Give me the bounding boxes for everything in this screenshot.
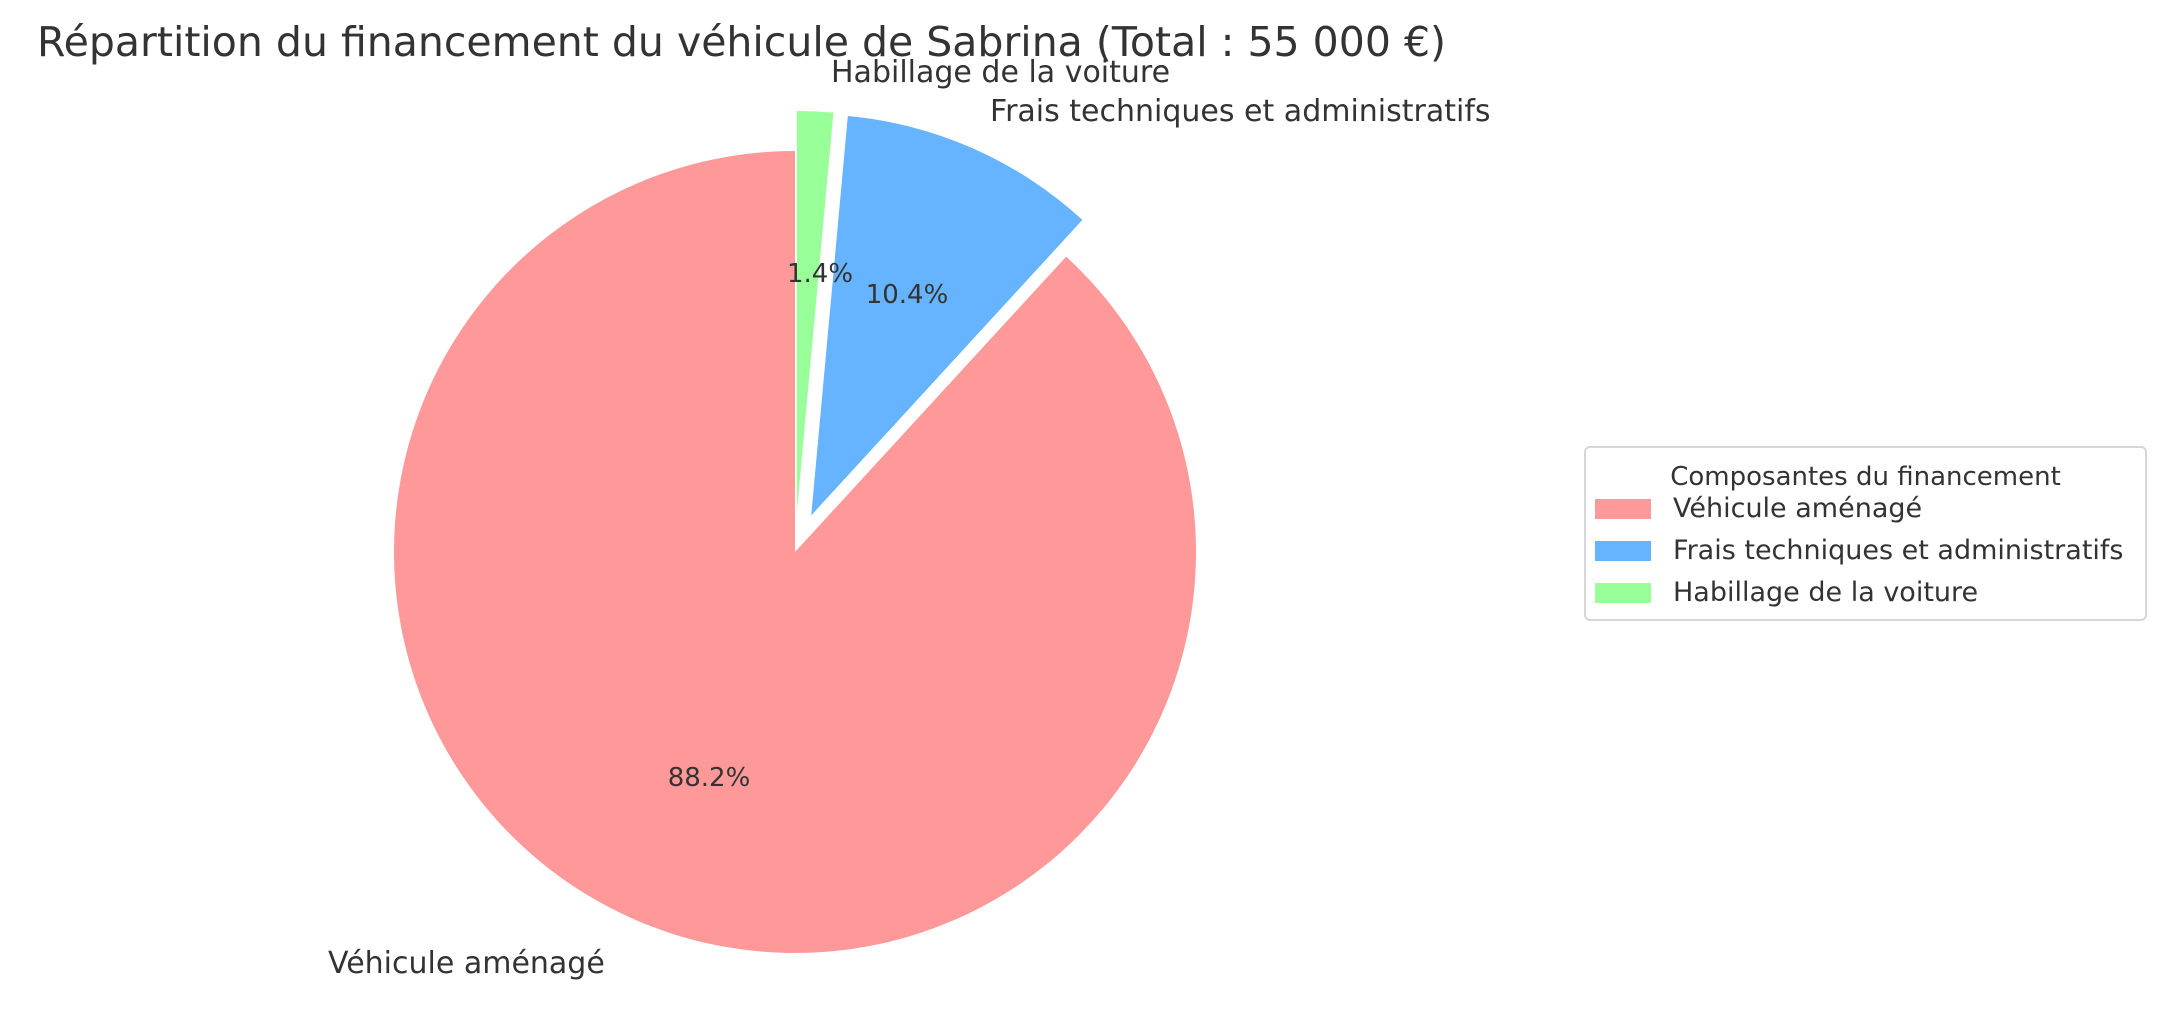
slice-habillage (796, 110, 834, 512)
pct-label-habillage: 1.4% (787, 259, 853, 289)
pie-slices (394, 110, 1196, 953)
pct-label-frais: 10.4% (866, 280, 949, 310)
legend-label-habillage: Habillage de la voiture (1673, 577, 1979, 608)
legend-swatch-frais (1595, 541, 1651, 561)
legend-swatch-habillage (1595, 583, 1651, 603)
slice-vehicule-amenage (394, 151, 1196, 953)
slice-frais-techniques (811, 116, 1083, 516)
legend-title: Composantes du financement (1670, 462, 2061, 492)
legend: Composantes du financement Véhicule amén… (1584, 446, 2147, 621)
legend-item-vehicule: Véhicule aménagé (1595, 494, 1922, 524)
legend-label-frais: Frais techniques et administratifs (1673, 535, 2124, 566)
slice-label-frais: Frais techniques et administratifs (990, 94, 1491, 129)
slice-label-habillage: Habillage de la voiture (831, 55, 1170, 90)
legend-item-habillage: Habillage de la voiture (1595, 578, 1978, 608)
legend-label-vehicule: Véhicule aménagé (1673, 493, 1923, 524)
legend-item-frais: Frais techniques et administratifs (1595, 536, 2123, 566)
pct-label-vehicule: 88.2% (668, 763, 751, 793)
slice-label-vehicule: Véhicule aménagé (328, 946, 605, 981)
chart-title: Répartition du financement du véhicule d… (37, 18, 1446, 66)
legend-swatch-vehicule (1595, 499, 1651, 519)
